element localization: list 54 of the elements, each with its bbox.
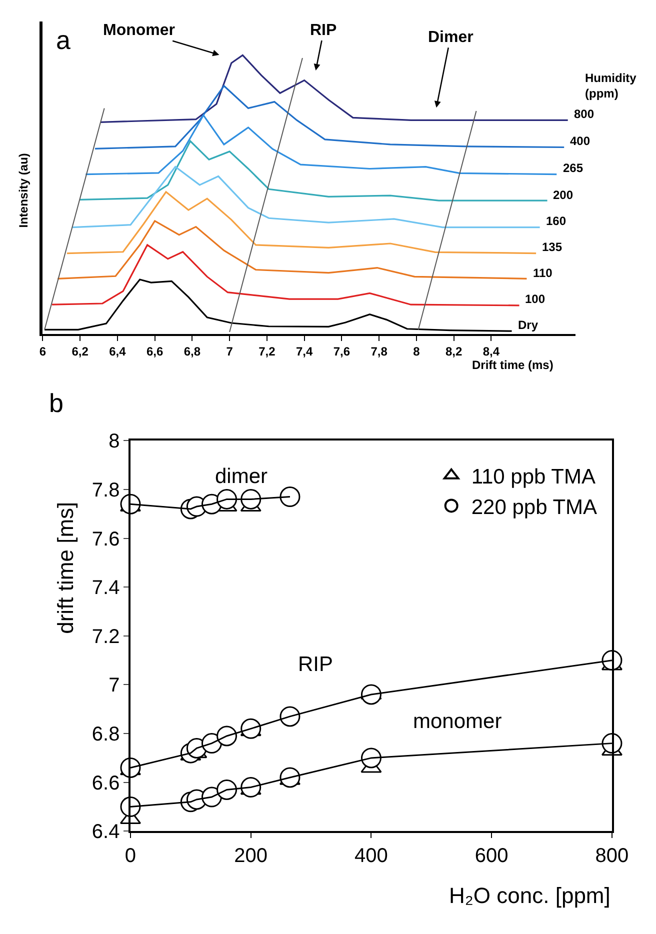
point bbox=[216, 779, 238, 800]
x-tick-label: 6,4 bbox=[109, 344, 126, 359]
x-tick-label: 0 bbox=[124, 844, 136, 867]
series-label: 800 bbox=[574, 107, 594, 121]
x-axis-title: H₂O conc. [ppm] bbox=[449, 883, 610, 908]
legend-title: Humidity (ppm) bbox=[585, 71, 637, 101]
annotation: RIP bbox=[298, 653, 334, 676]
x-tick-label: 7,4 bbox=[296, 344, 313, 359]
y-axis-title: drift time [ms] bbox=[53, 502, 78, 634]
series-label: 135 bbox=[542, 240, 562, 254]
x-tick-label: 8 bbox=[413, 344, 420, 359]
x-tick-label: 7 bbox=[226, 344, 234, 359]
x-tick-label: 400 bbox=[354, 844, 388, 867]
text: RIP bbox=[310, 22, 337, 39]
x-tick-label: 6,8 bbox=[184, 344, 201, 359]
series-label: 110 bbox=[533, 266, 553, 280]
chart-title: a bbox=[56, 25, 71, 55]
series-label: Dry bbox=[518, 318, 538, 332]
x-tick-label: 8,2 bbox=[445, 344, 462, 359]
x-tick-label: 6,6 bbox=[146, 344, 164, 359]
y-tick-label: 6.6 bbox=[92, 772, 120, 794]
series-label: 200 bbox=[553, 188, 574, 202]
text: Dimer bbox=[428, 29, 474, 46]
point bbox=[280, 486, 300, 508]
y-tick-label: 6.4 bbox=[92, 821, 120, 844]
series-label: 265 bbox=[563, 161, 584, 175]
x-tick-label: 600 bbox=[474, 844, 508, 867]
x-tick-label: 800 bbox=[595, 844, 629, 867]
annotation: dimer bbox=[215, 465, 268, 488]
x-tick-label: 6 bbox=[39, 344, 46, 359]
y-tick-label: 7.8 bbox=[92, 479, 120, 502]
point bbox=[280, 767, 300, 788]
x-axis-title: Drift time (ms) bbox=[472, 358, 554, 372]
annotation: monomer bbox=[413, 710, 502, 733]
x-tick-label: 7,2 bbox=[258, 344, 276, 359]
legend-label: 220 ppb TMA bbox=[471, 496, 598, 519]
x-tick-label: 200 bbox=[234, 844, 268, 867]
legend-label: 110 ppb TMA bbox=[471, 466, 596, 489]
y-tick-label: 7 bbox=[108, 674, 120, 697]
text: Monomer bbox=[103, 22, 175, 39]
y-tick-label: 7.6 bbox=[92, 528, 120, 550]
x-tick-label: 7,8 bbox=[370, 344, 388, 359]
y-tick-label: 7.4 bbox=[92, 577, 120, 600]
chart-title: b bbox=[49, 388, 64, 418]
y-tick-label: 7.2 bbox=[92, 626, 120, 648]
y-tick-label: 8 bbox=[108, 430, 120, 453]
y-axis-title: Intensity (au) bbox=[16, 153, 31, 228]
series-label: 160 bbox=[546, 214, 566, 228]
y-tick-label: 6.8 bbox=[92, 724, 120, 746]
x-tick-label: 8,4 bbox=[482, 344, 500, 359]
series-label: 100 bbox=[525, 292, 546, 306]
x-tick-label: 7,6 bbox=[333, 344, 350, 359]
x-tick-label: 6,2 bbox=[72, 344, 89, 359]
series-label: 400 bbox=[570, 134, 590, 148]
